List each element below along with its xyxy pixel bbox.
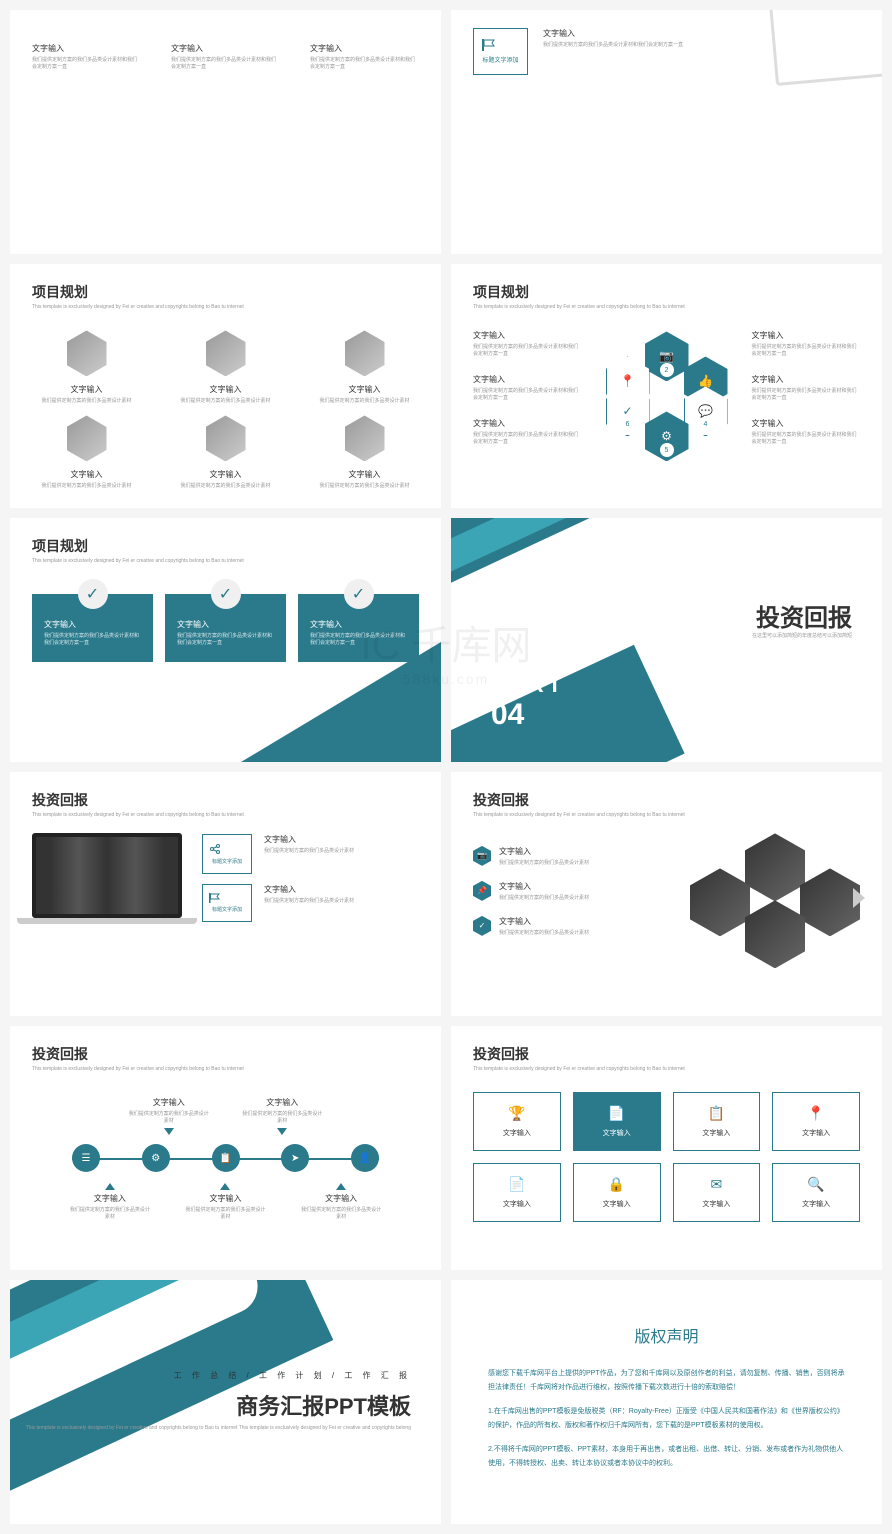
corner-decoration bbox=[241, 642, 441, 762]
slide-7: 投资回报 This template is exclusively design… bbox=[10, 772, 441, 1016]
section-title: 投资回报 bbox=[752, 598, 852, 633]
slide-6-section: 投资回报 在这里可以添加简短的年度总结可以添加简短 PART 04 bbox=[451, 518, 882, 762]
timeline-dot: ☰ bbox=[72, 1144, 100, 1172]
check-icon: ✓ bbox=[78, 579, 108, 609]
copyright-text: 感谢您下载千库网平台上提供的PPT作品，为了您和千库网以及原创作者的利益，请勿复… bbox=[488, 1367, 845, 1395]
hex-photo bbox=[345, 330, 385, 376]
hex-photo bbox=[206, 330, 246, 376]
hex-icon: 📷 bbox=[473, 846, 491, 866]
slide-3: 项目规划 This template is exclusively design… bbox=[10, 264, 441, 508]
flag-icon bbox=[482, 39, 496, 51]
hex-image-cluster bbox=[690, 833, 860, 963]
part-number: 04 bbox=[491, 698, 565, 732]
hex-photo bbox=[206, 415, 246, 461]
icon-box: 标题文字添加 bbox=[473, 28, 528, 75]
doc-icon: 📄 bbox=[482, 1176, 552, 1193]
search-icon: 🔍 bbox=[781, 1176, 851, 1193]
text-label: 文字输入 bbox=[32, 43, 141, 54]
hex-photo bbox=[67, 330, 107, 376]
flag-icon bbox=[209, 893, 221, 903]
slide-5: 项目规划 This template is exclusively design… bbox=[10, 518, 441, 762]
timeline: ☰ ⚙ 📋 ➤ 👤 bbox=[72, 1158, 379, 1160]
copyright-title: 版权声明 bbox=[473, 1323, 860, 1347]
part-label: PART bbox=[491, 672, 565, 698]
arrow-right-icon bbox=[853, 888, 865, 908]
main-title: 商务汇报PPT模板 bbox=[26, 1389, 411, 1421]
slide-12-copyright: 版权声明 感谢您下载千库网平台上提供的PPT作品，为了您和千库网以及原创作者的利… bbox=[451, 1280, 882, 1524]
slide-8: 投资回报 This template is exclusively design… bbox=[451, 772, 882, 1016]
mail-icon: ✉ bbox=[682, 1176, 752, 1193]
triangle-up-icon bbox=[105, 1183, 115, 1190]
document-icon: 📄 bbox=[582, 1105, 652, 1122]
trophy-icon: 🏆 bbox=[482, 1105, 552, 1122]
slide-10: 投资回报 This template is exclusively design… bbox=[451, 1026, 882, 1270]
hex-photo bbox=[345, 415, 385, 461]
hex-icon: 📷2 bbox=[645, 331, 689, 381]
triangle-down-icon bbox=[164, 1128, 174, 1135]
slide-1: 文字输入我们提供定制方案的我们多品类设计素材和我们会定制方案一直 文字输入我们提… bbox=[10, 10, 441, 254]
lock-icon: 🔒 bbox=[582, 1176, 652, 1193]
slide-2: 标题文字添加 文字输入 我们提供定制方案的我们多品类设计素材和我们会定制方案一直 bbox=[451, 10, 882, 254]
clipboard-icon: 📋 bbox=[682, 1105, 752, 1122]
hex-photo bbox=[67, 415, 107, 461]
slide-title: 项目规划 bbox=[32, 282, 419, 302]
icon-box: 标题文字添加 bbox=[202, 834, 252, 874]
pin-icon: 📍 bbox=[781, 1105, 851, 1122]
slide-11-title: 工 作 总 结 / 工 作 计 划 / 工 作 汇 报 商务汇报PPT模板 Th… bbox=[10, 1280, 441, 1524]
laptop-image bbox=[32, 833, 182, 933]
card: ✓ 文字输入 我们提供定制方案的我们多品类设计素材和我们会定制方案一直 bbox=[32, 594, 153, 662]
icon-card: 🏆文字输入 bbox=[473, 1092, 561, 1151]
slide-9: 投资回报 This template is exclusively design… bbox=[10, 1026, 441, 1270]
share-icon bbox=[209, 843, 221, 855]
hex-cluster: 📷2 📍1 👍3 ✓6 💬4 ⚙5 bbox=[602, 331, 732, 461]
slide-4: 项目规划 This template is exclusively design… bbox=[451, 264, 882, 508]
laptop-image bbox=[768, 10, 882, 86]
